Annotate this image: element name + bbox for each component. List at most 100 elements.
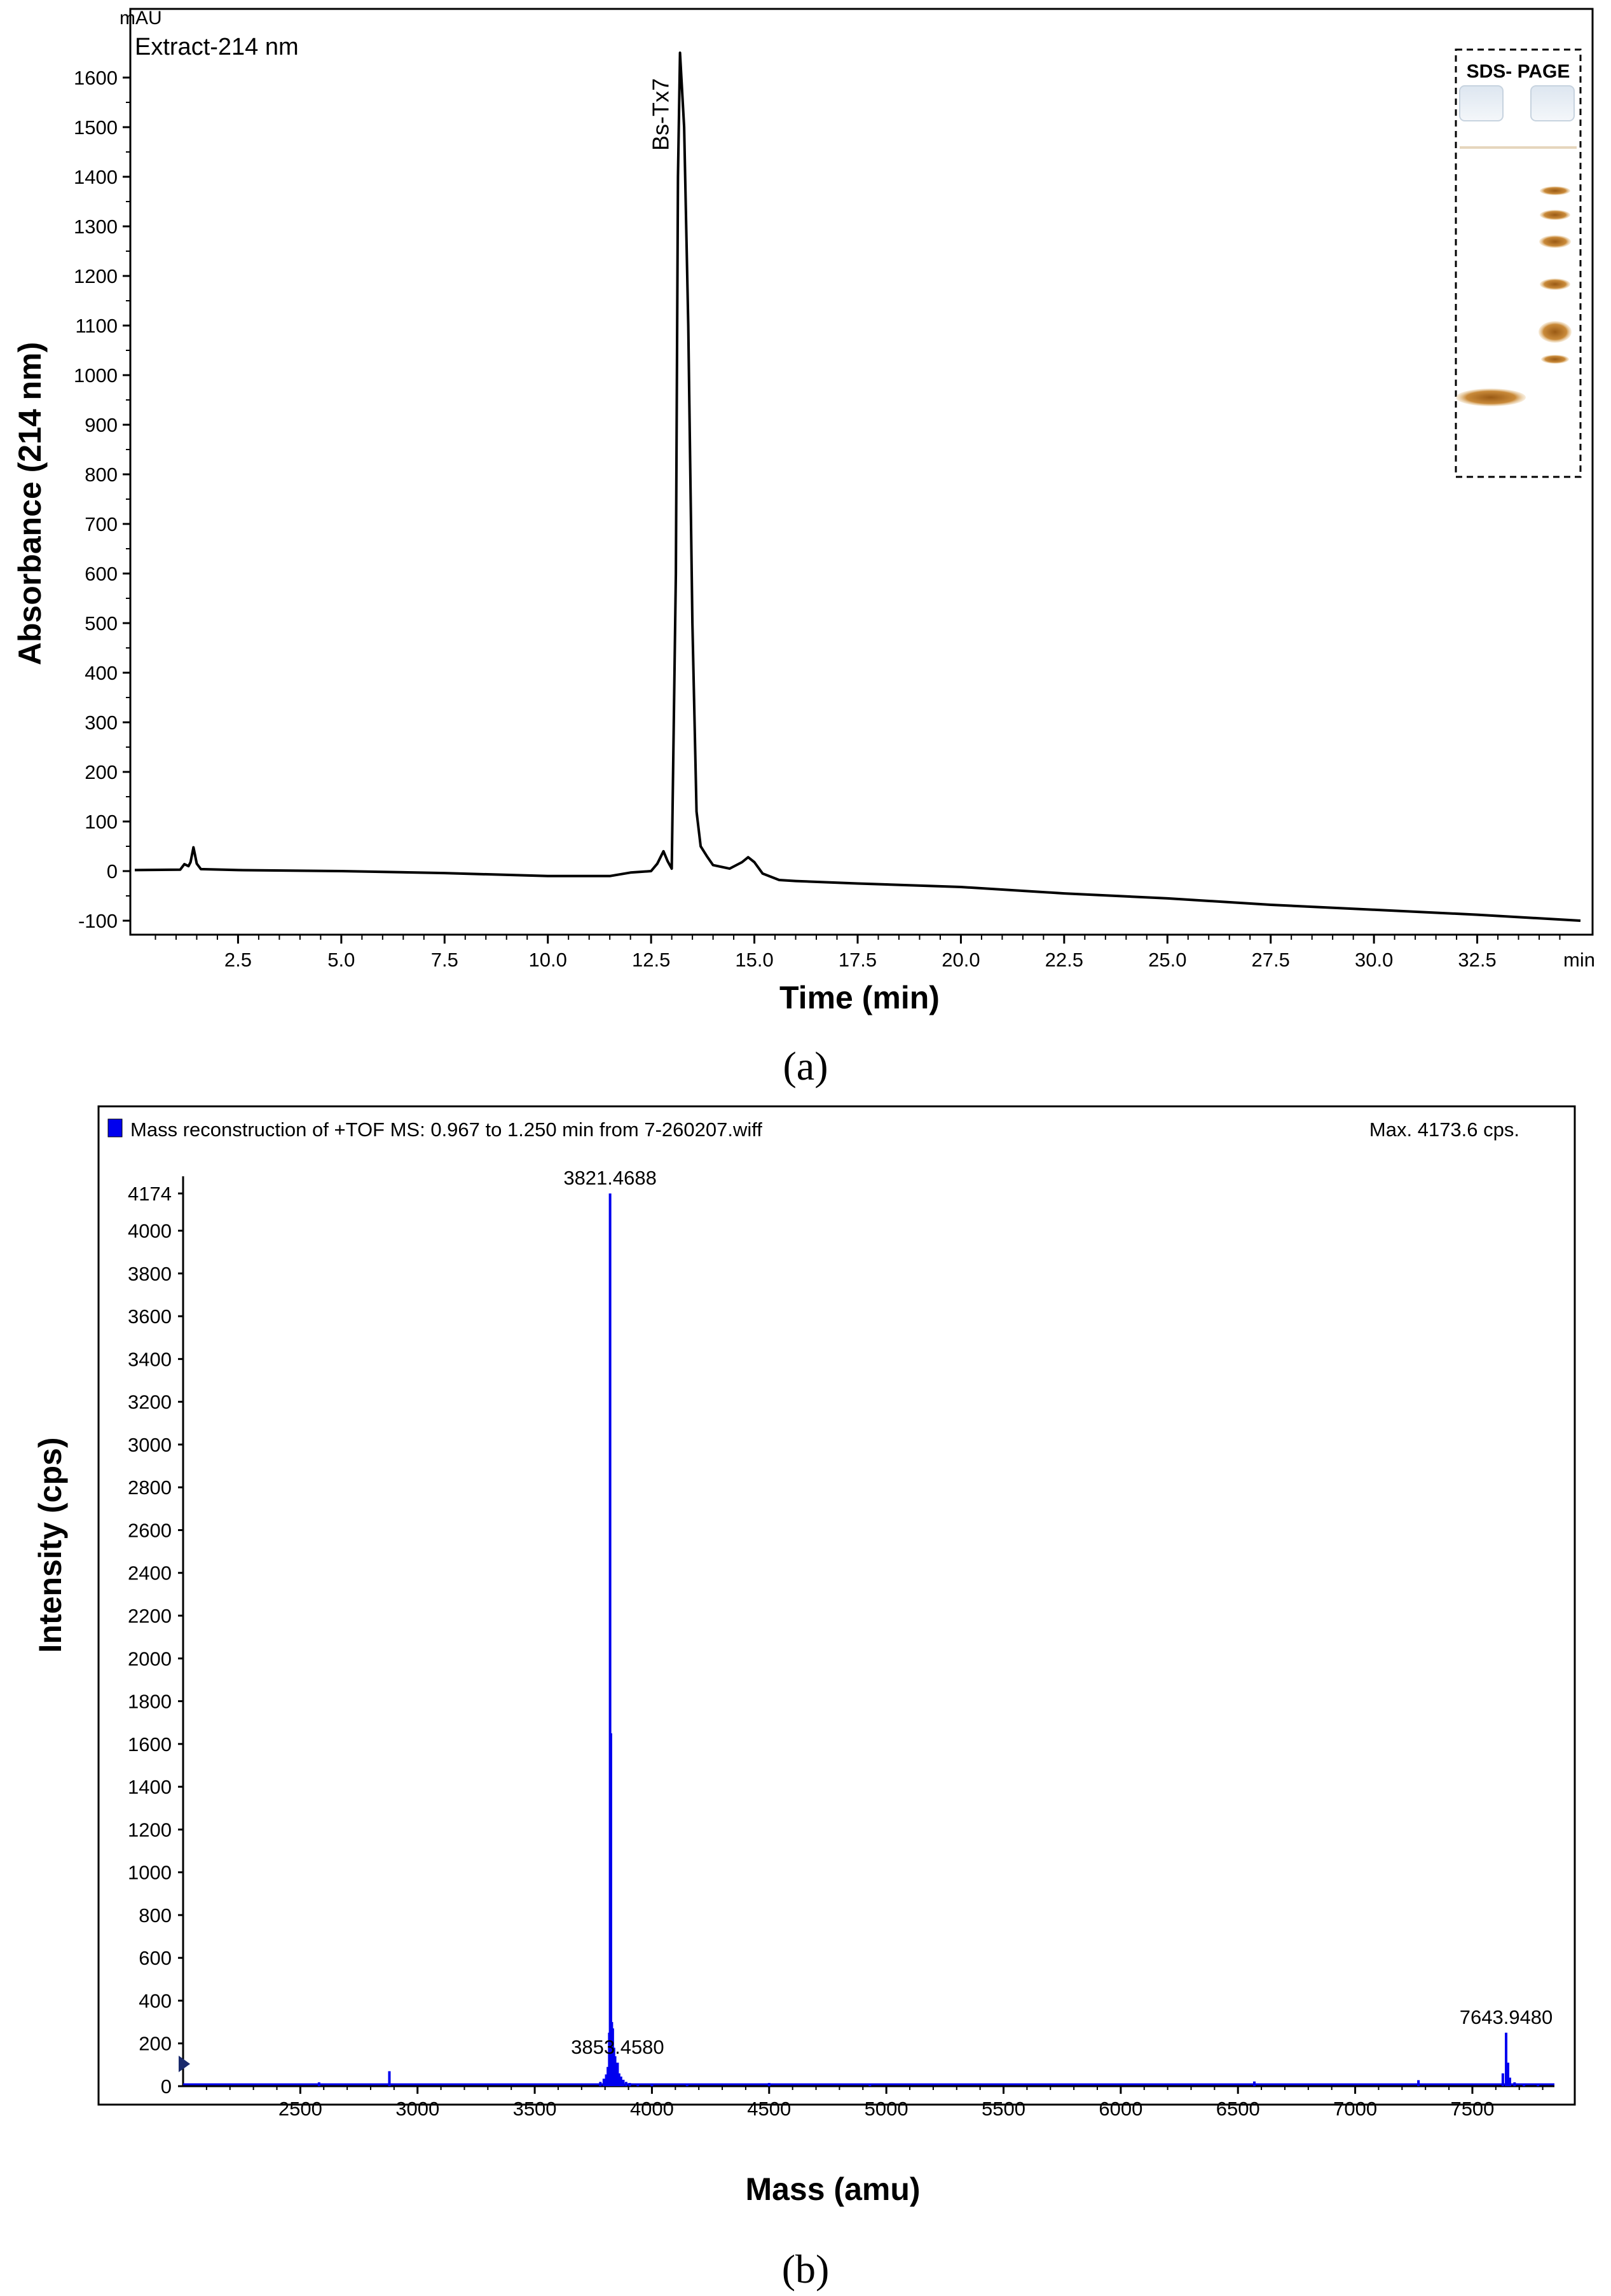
x-tick-label: 3500 — [513, 2098, 557, 2120]
y-tick-label: 1000 — [74, 364, 118, 387]
panel-b-letter: (b) — [782, 2246, 830, 2292]
x-tick-label: 5000 — [865, 2098, 908, 2120]
x-tick-label: 5.0 — [327, 949, 355, 971]
y-tick-label: 1600 — [74, 67, 118, 89]
x-tick-label: 22.5 — [1045, 949, 1083, 971]
y-tick-label: 600 — [85, 563, 118, 585]
chromatogram-unit-label: mAU — [120, 8, 162, 29]
mass-spectrum-y-axis-label: Intensity (cps) — [32, 1438, 68, 1653]
x-tick-label: 6000 — [1099, 2098, 1142, 2120]
x-tick-label: 25.0 — [1148, 949, 1186, 971]
chromatogram-y-ticks: -100 0 100 200 300 400 500 600 700 800 900 1000 1100… — [74, 67, 130, 932]
x-tick-label: 5500 — [982, 2098, 1025, 2120]
y-tick-label: 1400 — [74, 166, 118, 188]
y-tick-label: 2000 — [128, 1647, 172, 1670]
x-tick-label: 27.5 — [1252, 949, 1290, 971]
y-tick-label: 3600 — [128, 1305, 172, 1328]
y-tick-label: 1200 — [128, 1818, 172, 1841]
x-tick-label: 3000 — [395, 2098, 439, 2120]
y-tick-label: 3000 — [128, 1434, 172, 1456]
gel-marker-band — [1539, 321, 1572, 343]
y-tick-label: 1500 — [74, 116, 118, 139]
y-tick-label: 200 — [139, 2033, 172, 2055]
peak-label: 7643.9480 — [1460, 2006, 1553, 2028]
y-tick-label: -100 — [78, 910, 118, 932]
x-tick-label: 2500 — [278, 2098, 322, 2120]
gel-well-right — [1530, 85, 1575, 121]
x-tick-label: 30.0 — [1355, 949, 1393, 971]
y-tick-label: 800 — [85, 464, 118, 486]
gel-marker-band — [1540, 186, 1570, 195]
y-tick-label: 1200 — [74, 265, 118, 287]
peak-label: 3821.4688 — [563, 1167, 657, 1189]
mass-spectrum-outer-frame — [97, 1105, 1576, 2106]
y-tick-label: 4174 — [128, 1183, 172, 1205]
chromatogram-legend: Extract-214 nm — [135, 34, 299, 60]
y-tick-label: 0 — [161, 2075, 172, 2098]
y-tick-label: 800 — [139, 1904, 172, 1927]
y-tick-label: 1300 — [74, 216, 118, 238]
gel-marker-band — [1539, 235, 1571, 248]
y-tick-label: 0 — [107, 860, 118, 883]
mass-spectrum-x-axis-label: Mass (amu) — [745, 2171, 920, 2207]
y-tick-label: 200 — [85, 761, 118, 783]
peak-label-bs-tx7: Bs-Tx7 — [648, 78, 674, 151]
y-tick-label: 300 — [85, 711, 118, 734]
x-tick-label: 15.0 — [735, 949, 773, 971]
chromatogram-y-axis-label: Absorbance (214 nm) — [12, 342, 48, 665]
y-tick-label: 1800 — [128, 1691, 172, 1713]
chromatogram-trace — [134, 52, 1581, 922]
x-tick-label: 7000 — [1333, 2098, 1377, 2120]
mass-spectrum-y-ticks: 0 200 400 600 800 1000 1200 1400 1600 1800 2000 220… — [128, 1183, 183, 2098]
y-tick-label: 1400 — [128, 1776, 172, 1798]
x-tick-label: 17.5 — [839, 949, 877, 971]
gel-sample-band — [1456, 388, 1526, 406]
y-tick-label: 1000 — [128, 1862, 172, 1884]
x-tick-label: 7.5 — [431, 949, 458, 971]
y-tick-label: 3400 — [128, 1348, 172, 1370]
gel-marker-band — [1540, 210, 1570, 220]
y-tick-label: 2600 — [128, 1519, 172, 1541]
gel-marker-band — [1540, 278, 1570, 290]
x-tick-label: 10.0 — [529, 949, 567, 971]
y-tick-label: 1600 — [128, 1733, 172, 1756]
y-tick-label: 700 — [85, 513, 118, 535]
mass-spectrum-panel: Mass reconstruction of +TOF MS: 0.967 to… — [32, 1105, 1576, 2292]
y-tick-label: 600 — [139, 1947, 172, 1969]
x-tick-label: 6500 — [1216, 2098, 1260, 2120]
y-tick-label: 4000 — [128, 1220, 172, 1242]
x-tick-label: 12.5 — [632, 949, 670, 971]
gel-well-left — [1459, 85, 1504, 121]
sds-page-label: SDS- PAGE — [1467, 61, 1570, 82]
y-tick-label: 900 — [85, 414, 118, 436]
chromatogram-panel: mAU Extract-214 nm -100 0 100 200 300 400 500 6… — [12, 8, 1595, 1089]
y-tick-label: 400 — [85, 662, 118, 684]
x-tick-label: 32.5 — [1458, 949, 1496, 971]
y-tick-label: 2800 — [128, 1476, 172, 1499]
sds-page-inset: SDS- PAGE — [1455, 48, 1582, 478]
y-tick-label: 100 — [85, 811, 118, 833]
x-tick-label: 4000 — [630, 2098, 674, 2120]
y-tick-label: 2400 — [128, 1562, 172, 1585]
y-tick-label: 3800 — [128, 1263, 172, 1285]
axis-origin-marker — [179, 2056, 190, 2072]
y-tick-label: 1100 — [75, 315, 118, 337]
chromatogram-x-axis-label: Time (min) — [779, 980, 940, 1015]
x-tick-label: 20.0 — [942, 949, 980, 971]
y-tick-label: 2200 — [128, 1605, 172, 1627]
x-tick-label: 2.5 — [224, 949, 252, 971]
y-tick-label: 3200 — [128, 1391, 172, 1413]
mass-spectrum-peak-labels: 3821.4688 3853.4580 7643.9480 — [563, 1167, 1553, 2058]
panel-a-letter: (a) — [783, 1043, 828, 1089]
mass-spectrum-title: Mass reconstruction of +TOF MS: 0.967 to… — [130, 1118, 762, 1141]
x-unit-tick-label: min — [1563, 949, 1595, 971]
y-tick-label: 500 — [85, 612, 118, 635]
chromatogram-x-ticks: 2.5 5.0 7.5 10.0 12.5 15.0 17.5 20.0 22.5 25.0 27.… — [154, 935, 1595, 971]
gel-marker-band — [1541, 355, 1569, 364]
mass-spectrum-legend-swatch — [107, 1118, 123, 1138]
x-tick-label: 7500 — [1450, 2098, 1494, 2120]
mass-spectrum-max-label: Max. 4173.6 cps. — [1369, 1118, 1519, 1141]
mass-spectrum-peaks — [183, 1193, 1554, 2086]
peak-label: 3853.4580 — [571, 2036, 664, 2058]
